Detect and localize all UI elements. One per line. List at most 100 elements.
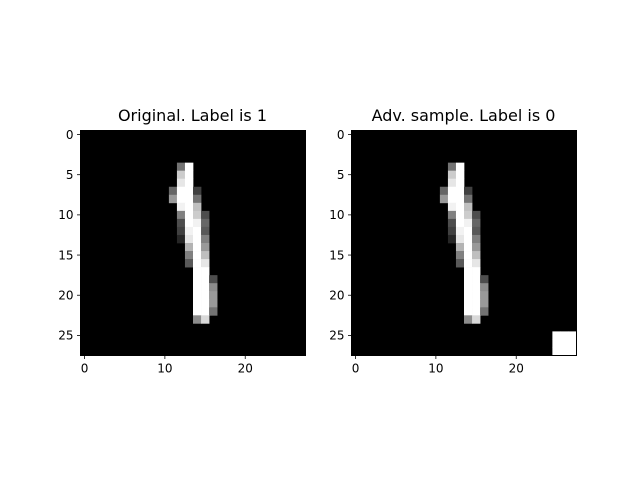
heatmap-cell <box>193 243 202 252</box>
heatmap-cell <box>201 218 210 228</box>
subplot-title-adversarial: Adv. sample. Label is 0 <box>372 106 556 125</box>
heatmap-cell <box>472 226 481 236</box>
heatmap-cell <box>455 226 465 236</box>
heatmap-cell <box>447 178 457 188</box>
heatmap-cell <box>184 186 194 196</box>
heatmap-cell <box>209 291 218 300</box>
heatmap-cell <box>168 186 178 196</box>
heatmap-cell <box>209 283 218 292</box>
heatmap-cell <box>193 218 202 228</box>
y-tick-label: 20 <box>329 289 344 303</box>
heatmap-cell <box>455 178 465 188</box>
heatmap-cell <box>176 170 186 180</box>
heatmap-cell <box>447 186 457 196</box>
heatmap-cell <box>472 315 481 324</box>
heatmap-cell <box>472 218 481 228</box>
heatmap-cell <box>455 202 465 212</box>
heatmap-cell <box>480 307 489 316</box>
y-tick-label: 10 <box>329 208 344 222</box>
heatmap-cell <box>447 226 457 236</box>
y-tick-label: 0 <box>337 128 345 142</box>
heatmap-cell <box>193 259 202 268</box>
heatmap-cell <box>184 243 194 252</box>
heatmap-cell <box>480 275 489 284</box>
heatmap-cell <box>184 178 194 188</box>
heatmap-cell <box>472 267 481 276</box>
heatmap-cell <box>464 315 473 324</box>
heatmap-cell <box>552 347 561 356</box>
y-tick-label: 25 <box>329 329 344 343</box>
heatmap-cell <box>455 186 465 196</box>
heatmap-cell <box>455 218 465 228</box>
heatmap-cell <box>184 194 194 204</box>
heatmap-cell <box>184 234 194 244</box>
heatmap-cell <box>455 194 465 204</box>
y-tick-label: 25 <box>58 329 73 343</box>
heatmap-cell <box>176 178 186 188</box>
heatmap-cell <box>464 186 473 196</box>
heatmap-cell <box>464 202 473 212</box>
heatmap-cell <box>472 307 481 316</box>
heatmap-cell <box>209 299 218 308</box>
heatmap-cell <box>464 275 473 284</box>
y-tick-label: 15 <box>58 248 73 262</box>
heatmap-cell <box>447 218 457 228</box>
heatmap-cell <box>464 210 473 220</box>
heatmap-cell <box>193 251 202 260</box>
subplot-original: Original. Label is 1 0 10 20 0 5 10 15 20 25 <box>58 106 306 376</box>
y-tick-label: 5 <box>66 168 74 182</box>
heatmap-cell <box>184 202 194 212</box>
heatmap-cell <box>447 162 457 172</box>
heatmap-cell <box>201 226 210 236</box>
heatmap-cell <box>209 275 218 284</box>
y-tick-label: 0 <box>66 128 74 142</box>
heatmap-cell <box>455 234 465 244</box>
heatmap-cell <box>472 243 481 252</box>
image-original <box>80 130 306 356</box>
heatmap-cell <box>552 339 561 348</box>
heatmap-cell <box>184 259 194 268</box>
heatmap-cell <box>560 347 569 356</box>
x-tick-label: 0 <box>81 362 89 376</box>
y-tick-label: 15 <box>329 248 344 262</box>
axes-frame-adversarial <box>351 130 577 356</box>
heatmap-cell <box>176 202 186 212</box>
heatmap-cell <box>193 210 202 220</box>
heatmap-cell <box>480 299 489 308</box>
heatmap-cell <box>455 210 465 220</box>
heatmap-cell <box>184 226 194 236</box>
heatmap-cell <box>464 226 473 236</box>
heatmap-cell <box>176 162 186 172</box>
ticks-original: 0 10 20 0 5 10 15 20 25 <box>58 128 253 376</box>
heatmap-cell <box>184 170 194 180</box>
heatmap-cell <box>472 234 481 244</box>
heatmap-cell <box>193 267 202 276</box>
x-tick-label: 20 <box>509 362 524 376</box>
heatmap-cell <box>455 170 465 180</box>
heatmap-cell <box>455 251 465 260</box>
heatmap-cell <box>472 291 481 300</box>
heatmap-cell <box>439 194 449 204</box>
heatmap-cell <box>201 307 210 316</box>
heatmap-cell <box>464 283 473 292</box>
heatmap-cell <box>201 283 210 292</box>
heatmap-cell <box>464 259 473 268</box>
heatmap-cell <box>184 162 194 172</box>
heatmap-cell <box>464 267 473 276</box>
heatmap-cell <box>464 299 473 308</box>
y-tick-label: 10 <box>58 208 73 222</box>
axes-frame-original <box>80 130 306 356</box>
heatmap-cell <box>464 194 473 204</box>
heatmap-cell <box>455 243 465 252</box>
heatmap-cell <box>209 307 218 316</box>
heatmap-cell <box>201 299 210 308</box>
heatmap-cell <box>201 234 210 244</box>
heatmap-cell <box>447 210 457 220</box>
heatmap-cell <box>168 194 178 204</box>
heatmap-cell <box>439 186 449 196</box>
heatmap-cell <box>472 210 481 220</box>
heatmap-cell <box>447 170 457 180</box>
heatmap-cell <box>176 194 186 204</box>
heatmap-cell <box>193 315 202 324</box>
